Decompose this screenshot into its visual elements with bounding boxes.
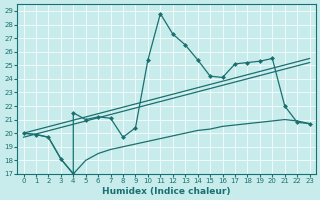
X-axis label: Humidex (Indice chaleur): Humidex (Indice chaleur) xyxy=(102,187,231,196)
